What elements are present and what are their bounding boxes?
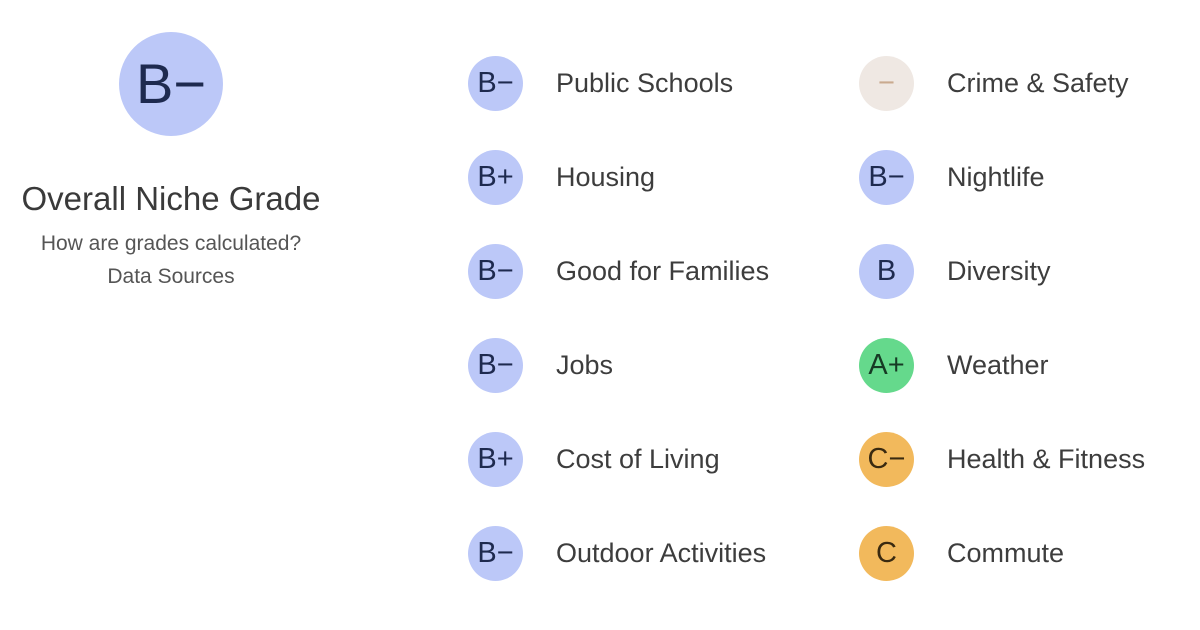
grade-row-outdoor-activities[interactable]: B− Outdoor Activities — [468, 526, 769, 582]
grade-row-housing[interactable]: B+ Housing — [468, 149, 769, 205]
grade-badge: B — [859, 243, 914, 299]
grade-label: Health & Fitness — [947, 444, 1146, 475]
how-grades-calculated-link[interactable]: How are grades calculated? — [40, 232, 302, 255]
grade-row-commute[interactable]: C Commute — [859, 526, 1145, 582]
grade-row-public-schools[interactable]: B− Public Schools — [468, 55, 769, 111]
grade-badge: B− — [468, 55, 523, 111]
grade-label: Nightlife — [947, 161, 1045, 192]
data-sources-link[interactable]: Data Sources — [107, 265, 235, 288]
grade-badge: B+ — [468, 149, 523, 205]
grade-label: Good for Families — [556, 255, 770, 286]
grade-badge: B− — [468, 243, 523, 299]
grade-row-nightlife[interactable]: B− Nightlife — [859, 149, 1145, 205]
grade-badge: A+ — [859, 338, 914, 394]
grade-label: Housing — [556, 161, 656, 192]
grade-badge: C — [859, 526, 914, 582]
grade-label: Jobs — [556, 350, 614, 381]
grade-badge: B− — [859, 149, 914, 205]
grade-label: Cost of Living — [556, 444, 720, 475]
overall-grade-badge: B− — [119, 32, 223, 136]
grade-row-jobs[interactable]: B− Jobs — [468, 338, 769, 394]
grade-badge: C− — [859, 432, 914, 488]
grade-label: Commute — [947, 538, 1065, 569]
grade-row-crime-safety[interactable]: − Crime & Safety — [859, 55, 1145, 111]
grades-column-left: B− Public Schools B+ Housing B− Good for… — [468, 55, 769, 620]
grade-row-good-for-families[interactable]: B− Good for Families — [468, 243, 769, 299]
grade-badge: B− — [468, 338, 523, 394]
grade-label: Crime & Safety — [947, 67, 1129, 98]
grade-label: Public Schools — [556, 67, 734, 98]
overall-grade-title: Overall Niche Grade — [21, 180, 321, 217]
grade-label: Outdoor Activities — [556, 538, 767, 569]
grade-row-health-fitness[interactable]: C− Health & Fitness — [859, 432, 1145, 488]
grade-label: Diversity — [947, 255, 1051, 286]
grades-column-right: − Crime & Safety B− Nightlife B Diversit… — [859, 55, 1145, 620]
grade-badge: B+ — [468, 432, 523, 488]
grade-row-cost-of-living[interactable]: B+ Cost of Living — [468, 432, 769, 488]
grade-row-diversity[interactable]: B Diversity — [859, 243, 1145, 299]
overall-grade-panel: B− Overall Niche Grade How are grades ca… — [0, 32, 342, 293]
grade-badge: B− — [468, 526, 523, 582]
grade-row-weather[interactable]: A+ Weather — [859, 338, 1145, 394]
grade-badge: − — [859, 55, 914, 111]
grade-label: Weather — [947, 350, 1049, 381]
